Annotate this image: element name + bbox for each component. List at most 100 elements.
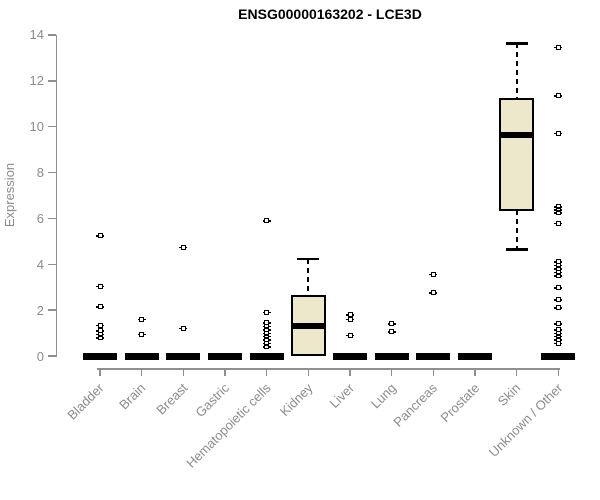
y-tick-label: 4 bbox=[36, 256, 44, 272]
whisker bbox=[515, 210, 518, 250]
outlier-point bbox=[262, 344, 271, 350]
x-tick-label: Hematopoietic cells bbox=[183, 380, 274, 471]
outlier-point bbox=[554, 259, 563, 265]
x-tick bbox=[265, 368, 268, 376]
x-tick bbox=[349, 368, 351, 376]
y-tick-label: 14 bbox=[29, 27, 44, 43]
outlier-point bbox=[95, 335, 105, 341]
x-tick-label: Pancreas bbox=[390, 380, 441, 430]
y-tick-label: 2 bbox=[36, 302, 44, 318]
y-tick-label: 6 bbox=[36, 210, 44, 226]
y-tick bbox=[48, 355, 56, 357]
x-tick-label: Lung bbox=[367, 380, 399, 412]
whisker bbox=[515, 43, 518, 100]
zero-bar bbox=[374, 352, 409, 360]
zero-bar bbox=[416, 352, 451, 360]
y-tick bbox=[48, 34, 56, 36]
x-tick bbox=[307, 368, 310, 376]
chart-title: ENSG00000163202 - LCE3D bbox=[238, 6, 422, 22]
x-tick bbox=[515, 368, 518, 376]
outlier-point bbox=[262, 330, 271, 336]
zero-bar bbox=[249, 352, 284, 360]
outlier-point bbox=[554, 45, 563, 51]
y-tick-label: 10 bbox=[29, 119, 44, 135]
x-tick-label: Bladder bbox=[64, 380, 107, 423]
outlier-point bbox=[137, 316, 146, 322]
outlier-point bbox=[554, 297, 563, 303]
outlier-point bbox=[554, 266, 563, 272]
outlier-point bbox=[554, 321, 563, 327]
zero-bar bbox=[166, 352, 201, 360]
outlier-point bbox=[554, 340, 563, 346]
y-tick-label: 0 bbox=[36, 348, 44, 364]
zero-bar bbox=[124, 352, 159, 360]
y-tick bbox=[48, 125, 56, 128]
outlier-point bbox=[262, 320, 271, 326]
y-tick bbox=[48, 309, 56, 311]
outlier-point bbox=[554, 207, 563, 213]
outlier-point bbox=[95, 304, 105, 310]
x-tick-label: Gastric bbox=[192, 380, 232, 421]
zero-bar bbox=[333, 352, 368, 360]
outlier-point bbox=[262, 218, 271, 224]
outlier-point bbox=[262, 337, 271, 343]
x-tick bbox=[224, 368, 226, 376]
outlier-point bbox=[262, 327, 271, 333]
outlier-point bbox=[554, 93, 563, 99]
whisker-cap bbox=[297, 257, 320, 261]
outlier-point bbox=[554, 334, 563, 339]
zero-bar bbox=[83, 352, 117, 360]
x-tick-label: Brain bbox=[116, 380, 149, 413]
outlier-point bbox=[387, 329, 396, 335]
outlier-point bbox=[554, 337, 563, 343]
box-median bbox=[290, 323, 326, 330]
outlier-point bbox=[137, 331, 146, 337]
outlier-point bbox=[95, 283, 105, 289]
zero-bar bbox=[541, 352, 576, 360]
x-tick bbox=[99, 368, 101, 376]
outlier-point bbox=[554, 273, 563, 279]
outlier-point bbox=[554, 269, 563, 275]
whisker bbox=[307, 258, 310, 297]
outlier-point bbox=[429, 272, 438, 278]
x-tick-label: Kidney bbox=[276, 380, 316, 420]
outlier-point bbox=[554, 327, 563, 333]
whisker-cap bbox=[505, 248, 528, 251]
y-tick bbox=[48, 80, 56, 82]
outlier-point bbox=[179, 244, 188, 250]
x-axis-line bbox=[97, 368, 560, 370]
outlier-point bbox=[554, 220, 563, 226]
x-tick-label: Prostate bbox=[437, 380, 482, 426]
y-tick-label: 8 bbox=[36, 165, 44, 181]
x-tick bbox=[140, 368, 143, 376]
outlier-point bbox=[262, 340, 271, 346]
outlier-point bbox=[262, 309, 271, 315]
x-tick-label: Breast bbox=[153, 380, 191, 418]
outlier-point bbox=[554, 210, 563, 216]
outlier-point bbox=[95, 328, 105, 334]
outlier-point bbox=[554, 285, 563, 291]
outlier-point bbox=[554, 262, 563, 268]
whisker-cap bbox=[505, 42, 528, 45]
y-tick bbox=[48, 217, 56, 220]
outlier-point bbox=[387, 321, 396, 327]
zero-bar bbox=[458, 352, 493, 360]
x-tick-label: Skin bbox=[495, 380, 524, 409]
y-tick-label: 12 bbox=[29, 73, 44, 89]
outlier-point bbox=[554, 131, 563, 137]
outlier-point bbox=[554, 330, 563, 336]
outlier-point bbox=[262, 334, 271, 339]
outlier-point bbox=[95, 233, 105, 239]
box-median bbox=[499, 131, 535, 138]
outlier-point bbox=[554, 204, 563, 210]
x-tick bbox=[390, 368, 393, 376]
outlier-point bbox=[262, 323, 271, 329]
outlier-point bbox=[95, 322, 105, 328]
y-axis-line bbox=[55, 34, 57, 358]
outlier-point bbox=[179, 325, 188, 331]
outlier-point bbox=[345, 332, 355, 338]
box bbox=[499, 98, 535, 212]
x-tick bbox=[557, 368, 560, 376]
